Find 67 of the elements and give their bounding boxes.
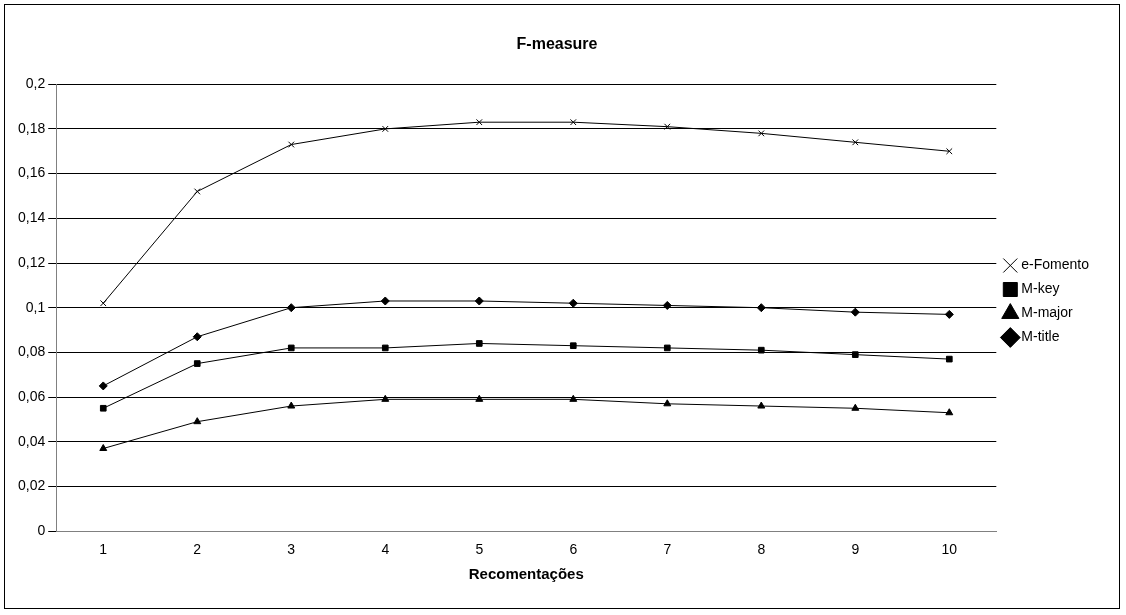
point (475, 340, 483, 347)
x-tick-label: 7 (663, 541, 672, 558)
x-tick-label: 4 (381, 541, 390, 558)
y-tick-label: 0,18 (18, 119, 46, 136)
y-tick-label: 0,14 (18, 209, 46, 226)
x-tick-label: 6 (569, 541, 578, 558)
legend-label: e-Fomento (1021, 256, 1090, 273)
point (663, 399, 672, 407)
x-tick-label: 1 (99, 541, 108, 558)
point (287, 344, 295, 352)
point (757, 346, 765, 354)
point (945, 355, 953, 363)
x-tick-label: 10 (941, 541, 958, 558)
y-tick-label: 0,1 (25, 298, 46, 315)
point (757, 130, 765, 137)
point (98, 381, 108, 391)
point (850, 307, 860, 317)
point (474, 296, 484, 306)
point (380, 296, 390, 306)
x-tick-label: 2 (193, 541, 202, 558)
point (381, 125, 389, 133)
point (475, 118, 483, 126)
point (381, 344, 389, 352)
point (381, 394, 390, 402)
y-tick-label: 0,04 (18, 432, 46, 449)
point (756, 303, 766, 313)
point (286, 303, 296, 313)
legend-label: M-major (1021, 304, 1073, 321)
point (663, 344, 671, 352)
y-tick-label: 0,06 (18, 387, 46, 404)
point (663, 123, 671, 130)
y-tick-label: 0,12 (18, 253, 46, 270)
x-tick-label: 9 (851, 541, 860, 558)
x-tick-label: 5 (475, 541, 484, 558)
point (945, 408, 954, 416)
x-tick-label: 3 (287, 541, 296, 558)
point (99, 404, 107, 412)
point (944, 309, 954, 319)
y-tick-label: 0,2 (25, 75, 46, 92)
point (662, 300, 672, 310)
point (945, 147, 953, 155)
point (569, 118, 577, 126)
y-tick-label: 0,02 (18, 477, 46, 494)
point (569, 342, 577, 350)
point (851, 138, 859, 146)
legend-label: M-title (1021, 328, 1060, 345)
point (851, 351, 859, 358)
x-tick-label: 8 (757, 541, 766, 558)
point (568, 298, 578, 308)
legend-label: M-key (1021, 280, 1060, 297)
point (287, 141, 295, 148)
y-tick-label: 0 (37, 522, 46, 539)
point (287, 401, 296, 409)
point (193, 417, 202, 425)
point (569, 394, 578, 402)
x-axis-title: Recomentações (468, 565, 584, 583)
point (475, 394, 484, 402)
point (99, 444, 108, 452)
point (851, 403, 860, 411)
point (757, 401, 766, 409)
y-tick-label: 0,08 (18, 343, 46, 360)
y-tick-label: 0,16 (18, 164, 46, 181)
point (193, 360, 201, 367)
point (193, 188, 201, 195)
point (99, 299, 107, 307)
chart-title: F-measure (516, 35, 598, 53)
point (192, 332, 202, 342)
